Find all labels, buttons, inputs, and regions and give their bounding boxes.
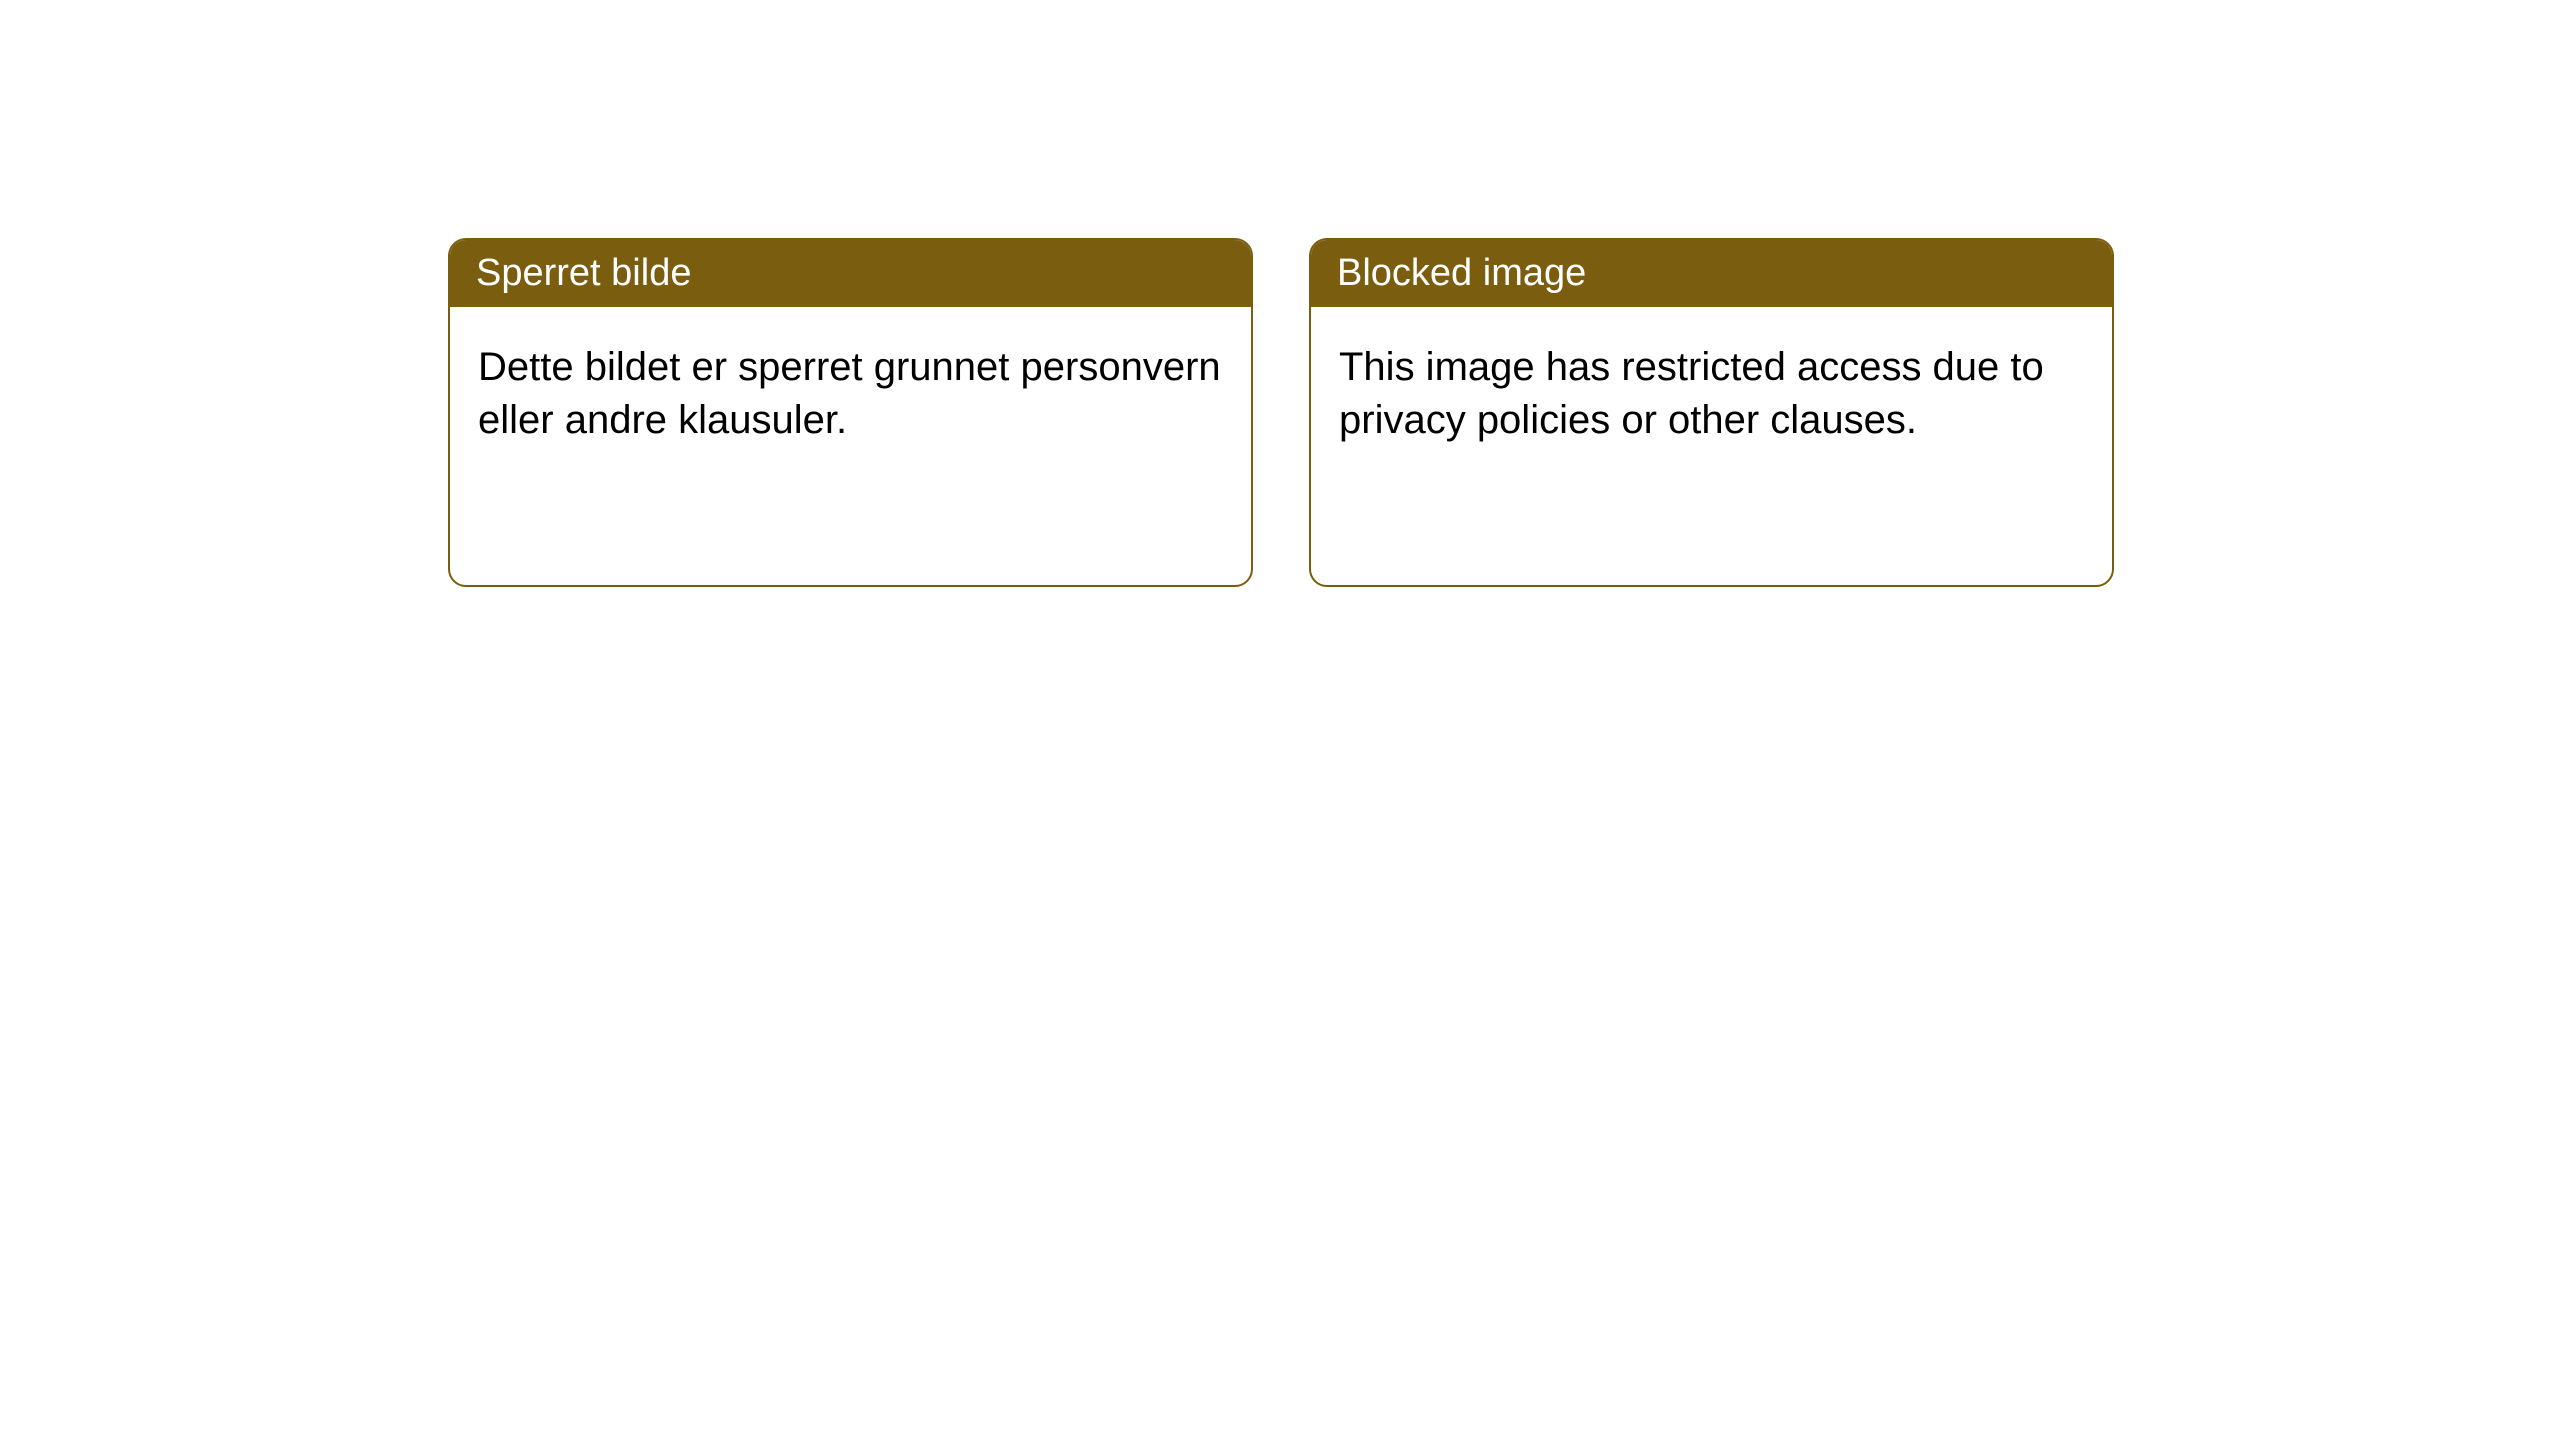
notice-body-text: Dette bildet er sperret grunnet personve…	[478, 345, 1221, 442]
notice-title: Blocked image	[1337, 252, 1586, 294]
notice-card-english: Blocked image This image has restricted …	[1309, 238, 2114, 587]
notice-card-norwegian: Sperret bilde Dette bildet er sperret gr…	[448, 238, 1253, 587]
notice-body: This image has restricted access due to …	[1311, 307, 2112, 585]
notice-header: Sperret bilde	[450, 240, 1251, 307]
notice-body: Dette bildet er sperret grunnet personve…	[450, 307, 1251, 585]
notice-header: Blocked image	[1311, 240, 2112, 307]
notice-container: Sperret bilde Dette bildet er sperret gr…	[448, 238, 2114, 587]
notice-body-text: This image has restricted access due to …	[1339, 345, 2044, 442]
notice-title: Sperret bilde	[476, 252, 691, 294]
